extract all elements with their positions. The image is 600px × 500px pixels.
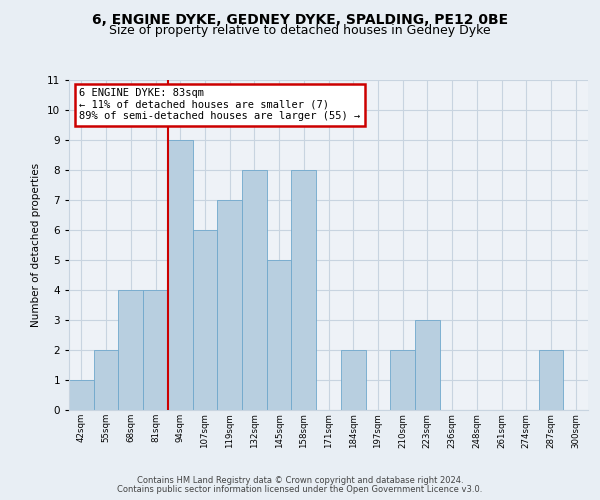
Bar: [217, 200, 242, 410]
Bar: [539, 350, 563, 410]
Text: 6 ENGINE DYKE: 83sqm
← 11% of detached houses are smaller (7)
89% of semi-detach: 6 ENGINE DYKE: 83sqm ← 11% of detached h…: [79, 88, 361, 122]
Bar: [341, 350, 365, 410]
Bar: [267, 260, 292, 410]
Bar: [390, 350, 415, 410]
Bar: [69, 380, 94, 410]
Bar: [415, 320, 440, 410]
Bar: [168, 140, 193, 410]
Y-axis label: Number of detached properties: Number of detached properties: [31, 163, 41, 327]
Bar: [193, 230, 217, 410]
Bar: [118, 290, 143, 410]
Bar: [143, 290, 168, 410]
Bar: [292, 170, 316, 410]
Bar: [94, 350, 118, 410]
Text: 6, ENGINE DYKE, GEDNEY DYKE, SPALDING, PE12 0BE: 6, ENGINE DYKE, GEDNEY DYKE, SPALDING, P…: [92, 12, 508, 26]
Bar: [242, 170, 267, 410]
Text: Contains public sector information licensed under the Open Government Licence v3: Contains public sector information licen…: [118, 485, 482, 494]
Text: Size of property relative to detached houses in Gedney Dyke: Size of property relative to detached ho…: [109, 24, 491, 37]
Text: Contains HM Land Registry data © Crown copyright and database right 2024.: Contains HM Land Registry data © Crown c…: [137, 476, 463, 485]
